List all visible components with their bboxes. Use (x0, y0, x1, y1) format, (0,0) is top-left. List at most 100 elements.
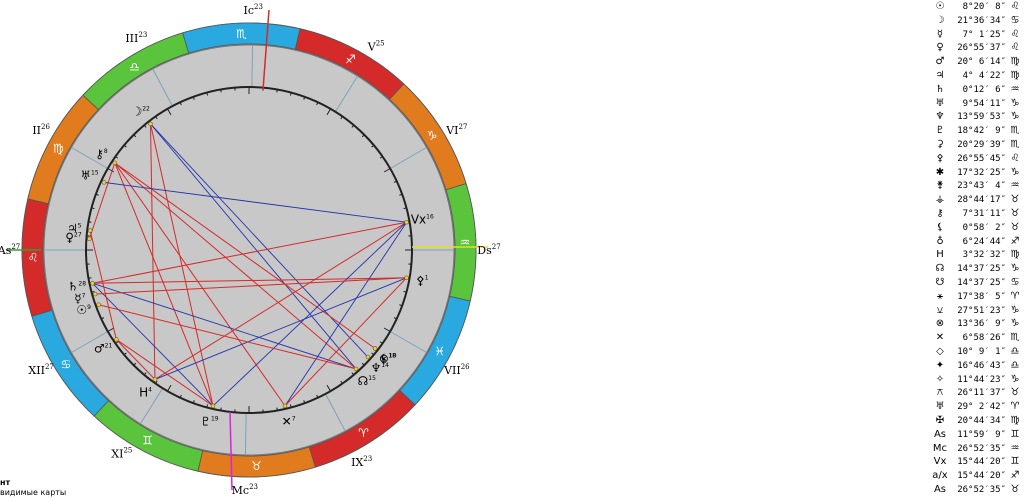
degree-value: 15°44′20″ (957, 471, 1006, 482)
table-row: As 11°59′ 9″ ♊ (928, 428, 1024, 442)
sign-symbol: ♐ (1010, 470, 1020, 482)
aspect-line (150, 123, 357, 370)
aspect-line (95, 277, 407, 295)
house-label: III23 (125, 31, 147, 45)
house-cusp-line (251, 45, 254, 88)
planet-symbol: ♅ (935, 401, 945, 413)
planet-point (282, 403, 288, 409)
sign-symbol: ♑ (1010, 111, 1020, 123)
aspect-line (92, 282, 357, 370)
house-label: As27 (0, 243, 20, 257)
planet-symbol: ⊗ (935, 318, 945, 330)
planet-symbol: ⚺ (936, 304, 944, 316)
table-row: As 26°52′35″ ♉ (928, 483, 1024, 497)
planet-glyph: ♃5 (67, 222, 82, 236)
sign-symbol: ♌ (1010, 1, 1020, 12)
midheaven-axis (262, 9, 270, 91)
planet-symbol: ✠ (935, 415, 945, 426)
degree-value: 8°20′ 8″ (962, 2, 1006, 12)
table-row: ⚶ 28°44′17″ ♉ (928, 193, 1024, 207)
degree-value: 3°32′32″ (962, 250, 1006, 261)
sign-symbol: ♑ (1010, 263, 1020, 275)
planet-symbol: ⚴ (936, 152, 944, 164)
sign-symbol: ♊ (1010, 428, 1020, 440)
degree-tick (351, 124, 355, 128)
degree-tick (107, 168, 115, 173)
degree-tick (316, 394, 319, 398)
table-row: ♆ 13°59′53″ ♑ (928, 110, 1024, 124)
sign-glyph: ♌ (28, 251, 39, 265)
degree-tick (88, 221, 92, 223)
degree-tick (143, 124, 147, 128)
degree-tick (220, 407, 222, 411)
degree-value: 7° 1′25″ (962, 29, 1006, 40)
aspect-line (114, 162, 357, 370)
sign-symbol: ♑ (1010, 166, 1020, 178)
planet-glyph: ♄28 (68, 280, 87, 294)
aspect-line (98, 304, 357, 370)
degree-tick (192, 96, 195, 100)
planet-point (353, 366, 359, 372)
house-label: IX23 (351, 455, 372, 469)
degree-value: 10° 9′ 1″ (957, 347, 1006, 357)
planet-glyph: H4 (139, 385, 152, 399)
table-row: ☋ 14°37′25″ ♋ (928, 276, 1024, 290)
house-cusp-line (244, 412, 247, 455)
table-row: Mc 26°52′35″ ♒ (928, 442, 1024, 456)
sign-symbol: ♍ (1010, 56, 1020, 68)
house-cusp-line (389, 331, 427, 353)
sign-glyph: ♊ (142, 434, 153, 448)
degree-value: 20°29′39″ (957, 140, 1006, 150)
sign-segment (445, 183, 477, 302)
degree-tick (303, 96, 306, 100)
house-label: VI27 (445, 123, 467, 137)
table-row: ⚺ 27°51′23″ ♑ (928, 304, 1024, 318)
sign-symbol: ♐ (1010, 235, 1020, 247)
sign-glyph: ♍ (53, 142, 64, 156)
sign-glyph: ♐ (345, 52, 356, 66)
sign-symbol: ♒ (1010, 442, 1020, 454)
planet-symbol: As (933, 428, 947, 440)
degree-value: 9°54′11″ (962, 98, 1006, 109)
planet-symbol: ⚷ (936, 208, 944, 219)
degree-tick (383, 327, 391, 332)
degree-value: 20° 6′14″ (957, 57, 1006, 68)
table-row: ✦ 16°46′43″ ♎ (928, 359, 1024, 373)
planet-point (112, 160, 118, 166)
planet-symbol: ✧ (935, 373, 945, 385)
table-row: ⚳ 20°29′39″ ♏ (928, 138, 1024, 152)
aspect-line (92, 221, 407, 284)
house-cusp-line (152, 68, 173, 107)
degree-tick (192, 400, 195, 404)
degree-value: 23°43′ 4″ (957, 181, 1006, 192)
table-row: Vx 15°44′20″ ♊ (928, 455, 1024, 469)
degree-tick (155, 380, 158, 384)
planet-symbol: ☉ (935, 1, 945, 12)
planet-point (92, 291, 98, 297)
planet-symbol: ♂ (935, 56, 945, 68)
degree-tick (167, 384, 172, 392)
planet-glyph: ⚷8 (95, 147, 108, 161)
aspect-line (88, 162, 116, 239)
degree-tick (326, 384, 331, 392)
degree-value: 7°31′11″ (962, 209, 1006, 219)
planet-symbol: Vx (933, 456, 947, 468)
table-row: ✕ 6°58′26″ ♏ (928, 331, 1024, 345)
degree-value: 27°51′23″ (957, 305, 1006, 316)
planet-point (114, 337, 119, 342)
planet-point (372, 346, 378, 351)
sign-symbol: ♋ (1010, 14, 1020, 26)
planet-point (90, 281, 95, 286)
planet-symbol: a/x (932, 470, 948, 482)
planet-glyph: ☽22 (131, 104, 150, 118)
degree-tick (326, 108, 331, 116)
table-row: ☊ 14°37′25″ ♑ (928, 262, 1024, 276)
house-label: II26 (32, 123, 50, 137)
degree-tick (91, 207, 95, 210)
planet-symbol: ⚻ (936, 387, 944, 399)
degree-value: 13°36′ 9″ (957, 319, 1006, 330)
degree-tick (399, 193, 403, 196)
planet-symbol: ♆ (935, 111, 945, 123)
sign-segment (27, 94, 99, 205)
sign-segment (82, 32, 190, 111)
